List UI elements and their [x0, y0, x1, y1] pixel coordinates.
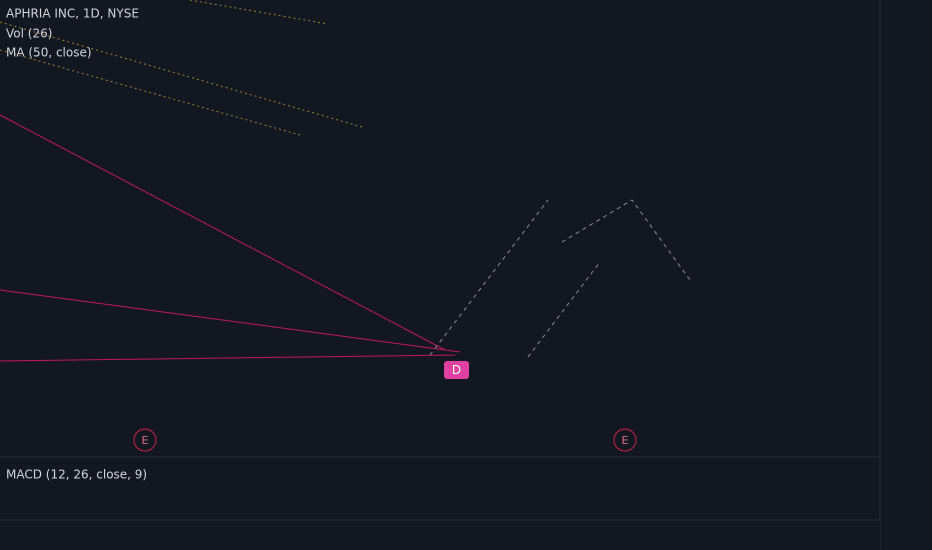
symbol-title: APHRIA INC, 1D, NYSE	[6, 7, 139, 21]
drawings	[0, 0, 691, 362]
trend-line	[0, 114, 446, 351]
marker-badge[interactable]	[444, 361, 469, 379]
channel-line	[429, 199, 549, 356]
marker-label[interactable]: E	[622, 434, 629, 447]
channel-line	[189, 0, 329, 25]
earnings-marker[interactable]	[133, 428, 157, 452]
volume-legend: Vol (26)	[6, 27, 52, 41]
macd-legend: MACD (12, 26, close, 9)	[6, 468, 147, 482]
ma-legend: MA (50, close)	[6, 46, 92, 60]
earnings-marker[interactable]	[613, 428, 637, 452]
trend-line	[0, 354, 456, 362]
trend-line	[0, 289, 461, 353]
marker-label[interactable]: D	[452, 363, 461, 377]
price-axis	[880, 0, 932, 550]
channel-line	[0, 49, 301, 136]
labels: APHRIA INC, 1D, NYSE Vol (26) MA (50, cl…	[6, 7, 637, 482]
channel-line	[527, 261, 601, 358]
projection	[561, 199, 691, 281]
time-axis	[0, 520, 880, 550]
marker-label[interactable]: E	[142, 434, 149, 447]
